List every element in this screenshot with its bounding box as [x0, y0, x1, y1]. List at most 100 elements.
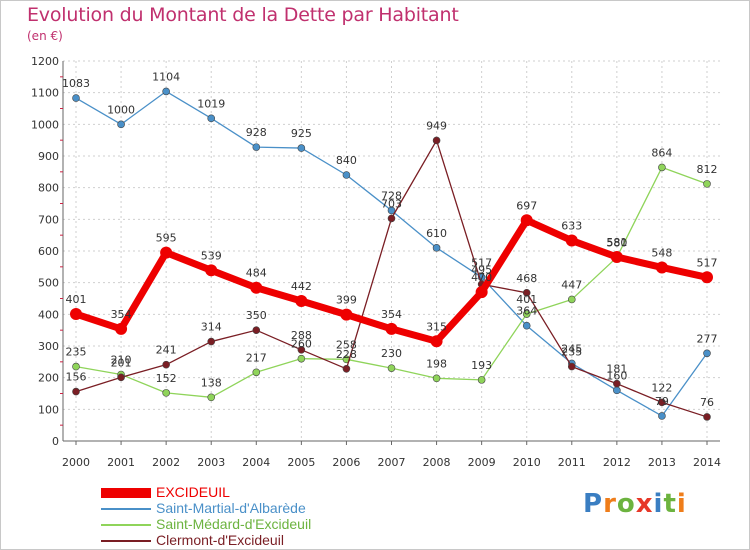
- data-labels: 1083 1000 1104 1019 928 925 840 728 610 517 364 245…: [62, 70, 718, 409]
- data-point-saint-martial-d-albarede[interactable]: [207, 114, 216, 123]
- data-point-clermont-d-excideuil[interactable]: [387, 214, 396, 223]
- data-label-saint-medard-d-excideuil: 193: [471, 359, 492, 372]
- data-point-saint-martial-d-albarede[interactable]: [72, 94, 80, 102]
- data-label-saint-medard-d-excideuil: 812: [697, 163, 718, 176]
- data-label-clermont-d-excideuil: 314: [201, 321, 222, 334]
- data-point-clermont-d-excideuil[interactable]: [117, 373, 125, 382]
- data-point-excideuil[interactable]: [250, 281, 263, 294]
- data-point-clermont-d-excideuil[interactable]: [613, 379, 621, 388]
- x-tick-label: 2008: [423, 456, 451, 469]
- data-point-excideuil[interactable]: [340, 308, 353, 321]
- data-label-saint-medard-d-excideuil: 260: [291, 338, 312, 351]
- data-label-clermont-d-excideuil: 156: [66, 371, 87, 384]
- data-point-excideuil[interactable]: [115, 322, 128, 335]
- data-point-saint-martial-d-albarede[interactable]: [117, 120, 125, 129]
- data-point-excideuil[interactable]: [430, 335, 443, 348]
- legend-label-clermont: Clermont-d'Excideuil: [156, 532, 284, 548]
- data-label-excideuil: 470: [471, 271, 492, 284]
- y-tick-label: 700: [38, 213, 59, 226]
- data-point-excideuil[interactable]: [295, 295, 308, 308]
- data-point-saint-martial-d-albarede[interactable]: [522, 321, 531, 330]
- y-tick-label: 100: [38, 403, 59, 416]
- data-point-saint-martial-d-albarede[interactable]: [342, 171, 351, 179]
- x-tick-label: 2004: [242, 456, 270, 469]
- data-point-saint-medard-d-excideuil[interactable]: [522, 310, 531, 318]
- logo-letter: i: [653, 489, 664, 519]
- x-tick-label: 2001: [107, 456, 135, 469]
- data-point-saint-martial-d-albarede[interactable]: [252, 143, 261, 151]
- data-point-saint-martial-d-albarede[interactable]: [613, 386, 621, 395]
- axes: 0 100 200 300 400 500 600 700 800 900 1000 1100 1200…: [31, 55, 721, 469]
- data-point-clermont-d-excideuil[interactable]: [703, 413, 711, 421]
- data-label-excideuil: 517: [697, 256, 718, 269]
- data-label-clermont-d-excideuil: 181: [606, 363, 627, 376]
- data-point-excideuil[interactable]: [160, 246, 173, 259]
- legend-item-saint-medard[interactable]: Saint-Médard-d'Excideuil: [101, 516, 401, 533]
- data-label-saint-medard-d-excideuil: 580: [606, 236, 627, 249]
- data-point-saint-martial-d-albarede[interactable]: [297, 144, 306, 152]
- data-point-clermont-d-excideuil[interactable]: [522, 288, 531, 297]
- data-label-clermont-d-excideuil: 949: [426, 119, 447, 132]
- data-point-excideuil[interactable]: [475, 286, 488, 299]
- legend-label-saint-medard: Saint-Médard-d'Excideuil: [156, 516, 312, 532]
- data-label-excideuil: 548: [651, 246, 672, 259]
- data-label-saint-martial-d-albarede: 925: [291, 127, 312, 140]
- data-point-clermont-d-excideuil[interactable]: [72, 387, 80, 396]
- data-point-clermont-d-excideuil[interactable]: [342, 364, 351, 373]
- data-label-saint-martial-d-albarede: 1000: [107, 103, 135, 116]
- x-tick-label: 2011: [558, 456, 586, 469]
- data-point-saint-martial-d-albarede[interactable]: [658, 412, 666, 420]
- y-tick-label: 200: [38, 372, 59, 385]
- data-point-saint-medard-d-excideuil[interactable]: [703, 180, 711, 188]
- data-point-saint-martial-d-albarede[interactable]: [703, 349, 711, 358]
- data-label-saint-medard-d-excideuil: 401: [516, 293, 537, 306]
- data-point-saint-martial-d-albarede[interactable]: [387, 206, 396, 215]
- data-label-saint-martial-d-albarede: 1083: [62, 77, 90, 90]
- x-tick-label: 2003: [197, 456, 225, 469]
- data-label-excideuil: 442: [291, 280, 312, 293]
- data-point-saint-medard-d-excideuil[interactable]: [387, 364, 396, 372]
- data-label-excideuil: 399: [336, 294, 357, 307]
- legend-item-saint-martial[interactable]: Saint-Martial-d'Albarède: [101, 500, 401, 517]
- data-point-saint-medard-d-excideuil[interactable]: [297, 354, 306, 363]
- data-point-clermont-d-excideuil[interactable]: [432, 136, 441, 145]
- data-point-excideuil[interactable]: [520, 214, 533, 227]
- data-point-saint-martial-d-albarede[interactable]: [162, 87, 170, 96]
- data-label-saint-medard-d-excideuil: 447: [561, 278, 582, 291]
- legend-label-saint-martial: Saint-Martial-d'Albarède: [156, 500, 306, 516]
- data-point-saint-medard-d-excideuil[interactable]: [72, 362, 80, 371]
- data-point-excideuil[interactable]: [565, 234, 578, 247]
- legend-item-clermont[interactable]: Clermont-d'Excideuil: [101, 532, 401, 549]
- x-tick-label: 2013: [648, 456, 676, 469]
- data-point-clermont-d-excideuil[interactable]: [297, 345, 306, 354]
- data-point-saint-medard-d-excideuil[interactable]: [432, 374, 441, 383]
- data-point-saint-medard-d-excideuil[interactable]: [207, 393, 216, 402]
- data-point-excideuil[interactable]: [701, 271, 713, 284]
- data-label-saint-medard-d-excideuil: 864: [651, 146, 672, 159]
- data-point-saint-medard-d-excideuil[interactable]: [477, 376, 486, 384]
- data-point-excideuil[interactable]: [70, 308, 82, 321]
- data-label-saint-martial-d-albarede: 277: [697, 332, 718, 345]
- y-tick-label: 1200: [31, 55, 59, 68]
- data-point-saint-medard-d-excideuil[interactable]: [567, 295, 576, 304]
- data-label-clermont-d-excideuil: 235: [561, 346, 582, 359]
- data-point-clermont-d-excideuil[interactable]: [658, 398, 666, 407]
- data-label-saint-martial-d-albarede: 160: [606, 369, 627, 382]
- data-point-excideuil[interactable]: [205, 264, 218, 277]
- legend-item-excideuil[interactable]: EXCIDEUIL: [101, 484, 401, 501]
- data-point-clermont-d-excideuil[interactable]: [162, 360, 170, 369]
- data-label-excideuil: 581: [606, 236, 627, 249]
- data-point-clermont-d-excideuil[interactable]: [207, 337, 216, 346]
- data-point-saint-martial-d-albarede[interactable]: [432, 244, 441, 252]
- data-point-saint-medard-d-excideuil[interactable]: [658, 163, 666, 172]
- data-label-clermont-d-excideuil: 76: [700, 396, 714, 409]
- data-point-clermont-d-excideuil[interactable]: [252, 326, 261, 334]
- data-point-saint-medard-d-excideuil[interactable]: [162, 389, 170, 397]
- data-point-excideuil[interactable]: [385, 322, 398, 335]
- data-point-clermont-d-excideuil[interactable]: [567, 362, 576, 371]
- data-point-excideuil[interactable]: [655, 261, 668, 274]
- y-tick-label: 400: [38, 308, 59, 321]
- data-point-saint-medard-d-excideuil[interactable]: [252, 368, 261, 377]
- data-label-excideuil: 315: [426, 320, 447, 333]
- data-point-excideuil[interactable]: [610, 251, 623, 264]
